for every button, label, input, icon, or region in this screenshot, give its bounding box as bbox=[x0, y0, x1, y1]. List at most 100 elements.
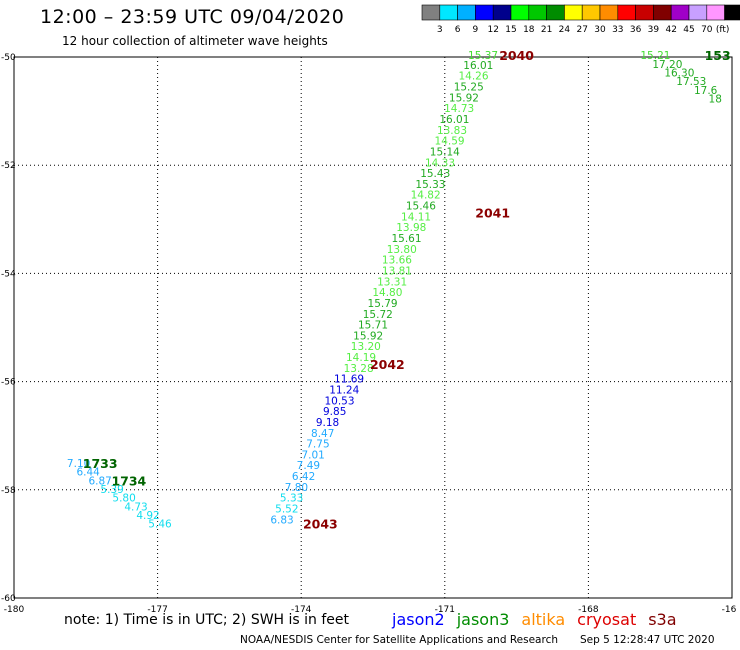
wave-height-value: 11.69 bbox=[334, 374, 364, 386]
wave-height-value: 7.80 bbox=[285, 482, 308, 494]
wave-height-value: 11.24 bbox=[329, 385, 359, 397]
legend-cryosat: cryosat bbox=[577, 610, 637, 629]
colorbar-swatch bbox=[617, 4, 636, 21]
x-tick-label: -177 bbox=[147, 605, 167, 615]
y-tick-label: -52 bbox=[1, 161, 16, 171]
x-tick-label: -168 bbox=[578, 605, 599, 615]
wave-height-value: 13.80 bbox=[387, 244, 417, 256]
page-title: 12:00 – 23:59 UTC 09/04/2020 bbox=[40, 6, 345, 28]
wave-height-value: 14.80 bbox=[372, 287, 402, 299]
satellite-legend: jason2 jason3 altika cryosat s3a bbox=[392, 610, 689, 629]
colorbar-swatch bbox=[653, 4, 672, 21]
wave-height-value: 5.33 bbox=[280, 493, 303, 505]
wave-height-value: 7.10 bbox=[67, 458, 90, 470]
pass-label: 2041 bbox=[475, 206, 510, 221]
wave-height-value: 13.83 bbox=[437, 125, 467, 137]
colorbar-label: 18 bbox=[523, 25, 535, 35]
wave-height-value: 14.26 bbox=[458, 71, 488, 83]
colorbar-label: 27 bbox=[576, 25, 587, 35]
y-tick-label: -50 bbox=[1, 53, 16, 63]
colorbar-swatch bbox=[475, 4, 494, 21]
wave-height-value: 16.01 bbox=[463, 60, 493, 72]
colorbar-swatch bbox=[492, 4, 512, 21]
colorbar-swatch bbox=[439, 4, 458, 21]
wave-height-value: 7.49 bbox=[297, 460, 320, 472]
colorbar-label: 12 bbox=[487, 25, 498, 35]
colorbar-swatch bbox=[688, 4, 708, 21]
wave-height-value: 15.92 bbox=[353, 330, 383, 342]
colorbar-label: 3 bbox=[437, 25, 443, 35]
colorbar-label: 6 bbox=[455, 25, 461, 35]
wave-height-value: 13.81 bbox=[382, 265, 412, 277]
wave-height-value: 14.82 bbox=[411, 190, 441, 202]
y-tick-label: -54 bbox=[1, 269, 16, 279]
wave-height-value: 4.92 bbox=[136, 510, 159, 522]
wave-height-value: 15.79 bbox=[368, 298, 398, 310]
wave-height-value: 15.21 bbox=[640, 50, 670, 62]
wave-height-value: 13.31 bbox=[377, 276, 407, 288]
colorbar-label: 45 bbox=[683, 25, 694, 35]
wave-height-value: 5.52 bbox=[275, 504, 298, 516]
credit-line: NOAA/NESDIS Center for Satellite Applica… bbox=[240, 634, 558, 646]
colorbar-label: 30 bbox=[594, 25, 606, 35]
wave-height-value: 15.25 bbox=[454, 82, 484, 94]
wave-height-value: 15.61 bbox=[391, 233, 421, 245]
wave-height-value: 5.39 bbox=[100, 484, 123, 496]
legend-altika: altika bbox=[521, 610, 566, 629]
wave-height-value: 9.85 bbox=[323, 406, 346, 418]
legend-jason3: jason3 bbox=[456, 610, 510, 629]
data-points: 15.3716.0114.2615.2515.9214.7316.0113.83… bbox=[67, 50, 722, 531]
colorbar-swatch bbox=[670, 4, 690, 21]
wave-height-value: 7.01 bbox=[301, 449, 324, 461]
colorbar-swatch bbox=[564, 4, 583, 21]
wave-height-value: 18 bbox=[709, 93, 722, 105]
colorbar-label: 42 bbox=[665, 25, 676, 35]
wave-height-value: 5.46 bbox=[148, 519, 172, 531]
wave-height-value: 15.43 bbox=[420, 168, 450, 180]
colorbar-swatch bbox=[635, 4, 654, 21]
wave-height-value: 5.80 bbox=[112, 493, 135, 505]
colorbar-unit: (ft) bbox=[716, 25, 730, 35]
pass-label: 1734 bbox=[111, 473, 146, 488]
colorbar-swatch bbox=[599, 4, 619, 21]
wave-height-value: 10.53 bbox=[324, 395, 354, 407]
colorbar-label: 33 bbox=[612, 25, 623, 35]
wave-height-value: 15.33 bbox=[415, 179, 445, 191]
wave-height-value: 9.18 bbox=[316, 417, 339, 429]
colorbar: 3 6 9 12 15 18 21 24 27 30 33 36 39 42 45 70 (ft) bbox=[421, 4, 740, 35]
legend-jason2: jason2 bbox=[392, 610, 445, 629]
colorbar-swatch bbox=[724, 4, 740, 21]
wave-height-value: 6.87 bbox=[88, 475, 111, 487]
pass-labels: 2040 2041 2042 2043 1733 1734 153 bbox=[83, 48, 731, 532]
colorbar-swatch bbox=[421, 4, 441, 21]
wave-height-value: 13.20 bbox=[351, 341, 381, 353]
colorbar-label: 9 bbox=[473, 25, 479, 35]
legend-s3a: s3a bbox=[648, 610, 677, 629]
pass-label: 2043 bbox=[303, 517, 338, 532]
x-tick-label: -180 bbox=[4, 605, 25, 615]
colorbar-label: 15 bbox=[505, 25, 516, 35]
wave-height-value: 13.98 bbox=[396, 222, 426, 234]
wave-height-value: 13.66 bbox=[382, 255, 412, 267]
wave-height-value: 6.44 bbox=[76, 467, 100, 479]
timestamp: Sep 5 12:28:47 UTC 2020 bbox=[580, 634, 715, 646]
y-tick-label: -58 bbox=[1, 486, 16, 496]
pass-label: 153 bbox=[705, 48, 731, 63]
wave-height-value: 6.83 bbox=[270, 514, 293, 526]
y-tick-label: -56 bbox=[1, 378, 16, 388]
pass-label: 1733 bbox=[83, 456, 118, 471]
colorbar-swatch bbox=[528, 4, 547, 21]
colorbar-label: 36 bbox=[630, 25, 642, 35]
colorbar-label: 39 bbox=[648, 25, 660, 35]
colorbar-swatch bbox=[510, 4, 530, 21]
page-subtitle: 12 hour collection of altimeter wave hei… bbox=[62, 34, 328, 48]
wave-height-value: 15.37 bbox=[468, 50, 498, 62]
colorbar-swatch bbox=[581, 4, 601, 21]
wave-height-value: 17.53 bbox=[676, 76, 706, 88]
colorbar-swatch bbox=[546, 4, 565, 21]
wave-height-value: 7.75 bbox=[306, 439, 329, 451]
pass-label: 2042 bbox=[370, 357, 405, 372]
wave-height-value: 16.01 bbox=[439, 114, 469, 126]
footer-note: note: 1) Time is in UTC; 2) SWH is in fe… bbox=[64, 612, 350, 628]
